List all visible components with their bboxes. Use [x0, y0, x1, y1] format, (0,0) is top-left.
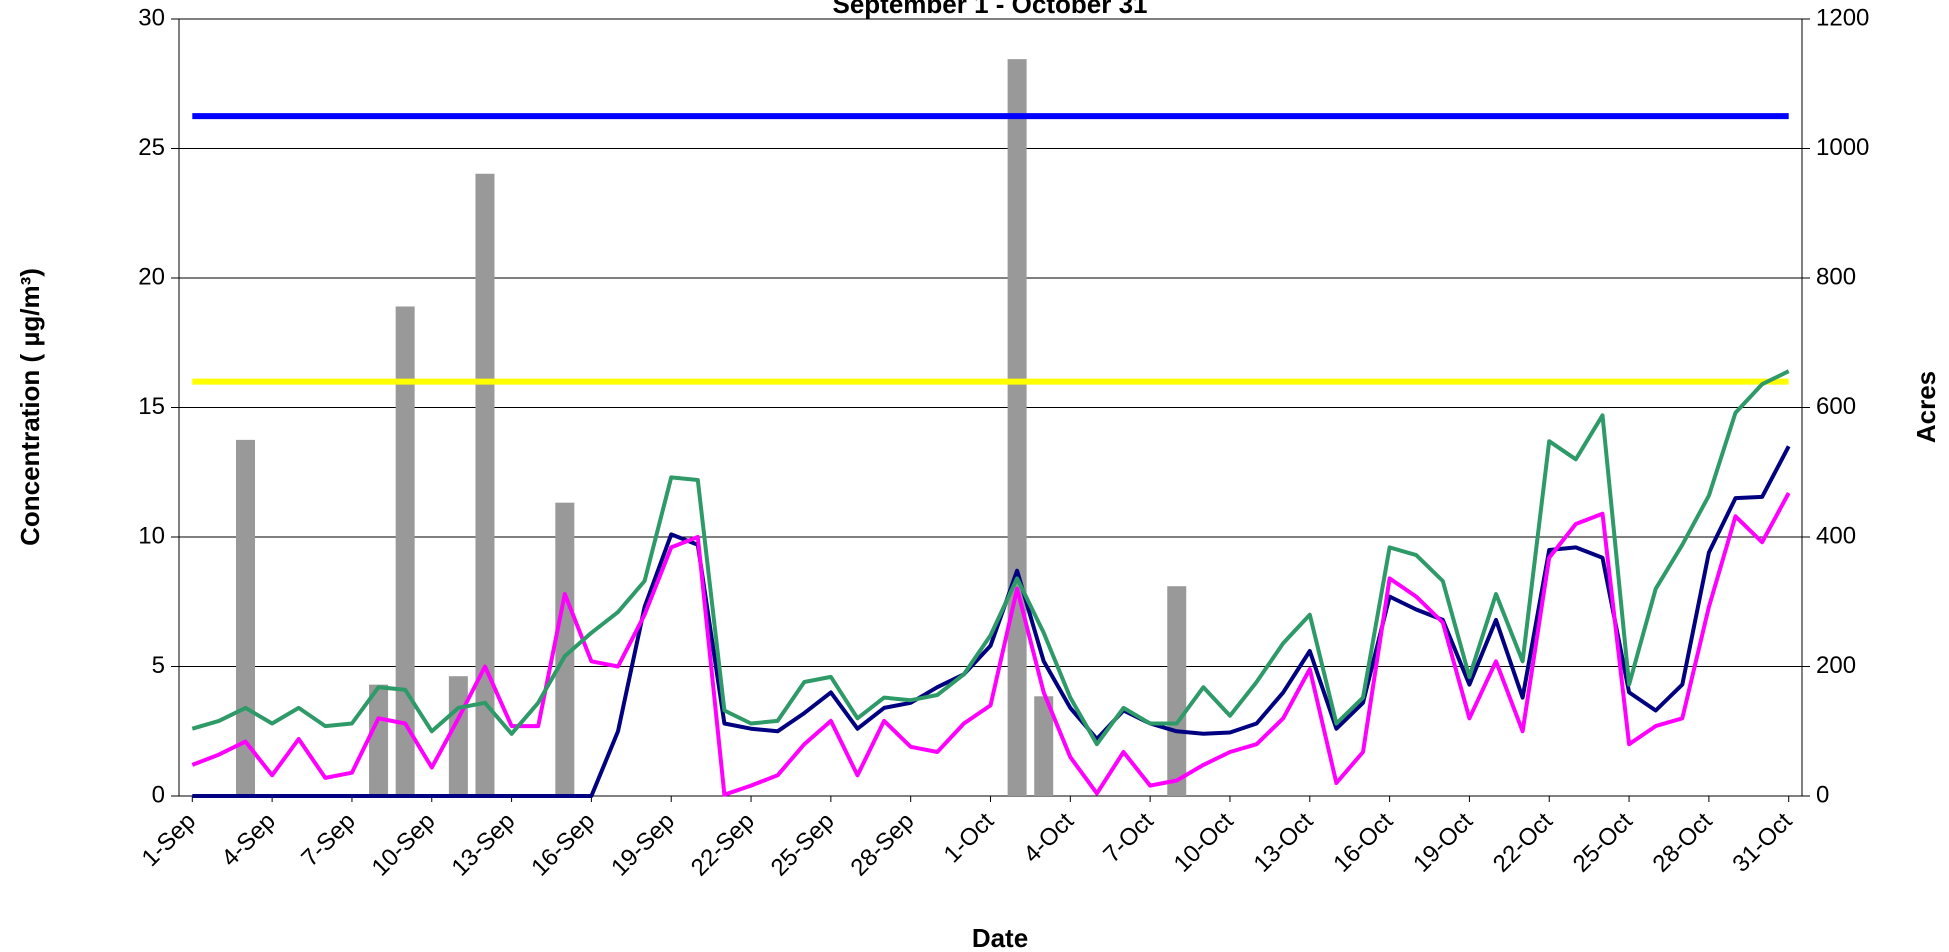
y-tick-label: 10 — [138, 522, 165, 549]
bar — [1167, 586, 1187, 796]
x-tick-label: 28-Oct — [1648, 807, 1718, 877]
x-tick-label: 25-Oct — [1568, 807, 1638, 877]
x-tick-label: 31-Oct — [1727, 807, 1797, 877]
line-series — [192, 445, 1791, 798]
y2-tick-label: 600 — [1816, 393, 1856, 420]
x-tick-label: 13-Sep — [446, 808, 520, 882]
y-tick-label: 20 — [138, 263, 165, 290]
x-tick-label: 22-Sep — [686, 808, 760, 882]
x-tick-label: 28-Sep — [846, 808, 920, 882]
bar — [236, 439, 256, 796]
line-series — [191, 369, 1790, 747]
y-tick-label: 0 — [152, 781, 165, 808]
x-tick-label: 25-Sep — [766, 808, 840, 882]
x-tick-label: 7-Oct — [1098, 807, 1159, 868]
x-tick-label: 4-Oct — [1018, 807, 1079, 868]
y2-tick-label: 1000 — [1816, 134, 1869, 161]
y2-tick-label: 200 — [1816, 652, 1856, 679]
y-tick-label: 15 — [138, 393, 165, 420]
x-tick-label: 4-Sep — [216, 808, 280, 872]
y2-tick-label: 400 — [1816, 522, 1856, 549]
y-tick-label: 25 — [138, 134, 165, 161]
bar — [1034, 696, 1054, 796]
chart-title: September 1 - October 31 — [833, 0, 1148, 19]
x-tick-label: 22-Oct — [1488, 807, 1558, 877]
x-tick-label: 10-Sep — [367, 808, 441, 882]
y2-tick-label: 1200 — [1816, 4, 1869, 31]
x-tick-label: 13-Oct — [1248, 807, 1318, 877]
bar — [395, 306, 415, 796]
bar — [1007, 59, 1027, 796]
bar — [369, 684, 389, 796]
x-tick-label: 16-Oct — [1328, 807, 1398, 877]
x-tick-label: 1-Sep — [137, 808, 201, 872]
y-tick-label: 30 — [138, 4, 165, 31]
bar — [448, 676, 468, 796]
bar — [555, 502, 575, 796]
y2-tick-label: 0 — [1816, 781, 1829, 808]
y-axis-title: Concentration ( µg/m³) — [15, 268, 45, 546]
x-tick-label: 19-Oct — [1408, 807, 1478, 877]
x-tick-label: 7-Sep — [296, 808, 360, 872]
line-series — [191, 492, 1791, 797]
y-tick-label: 5 — [152, 652, 165, 679]
x-axis-title: Date — [972, 923, 1028, 952]
x-tick-label: 1-Oct — [939, 807, 1000, 868]
x-tick-label: 16-Sep — [526, 808, 600, 882]
y2-axis-title: Acres — [1911, 371, 1941, 443]
y2-tick-label: 800 — [1816, 263, 1856, 290]
x-tick-label: 19-Sep — [606, 808, 680, 882]
bar — [475, 173, 495, 796]
x-tick-label: 10-Oct — [1169, 807, 1239, 877]
